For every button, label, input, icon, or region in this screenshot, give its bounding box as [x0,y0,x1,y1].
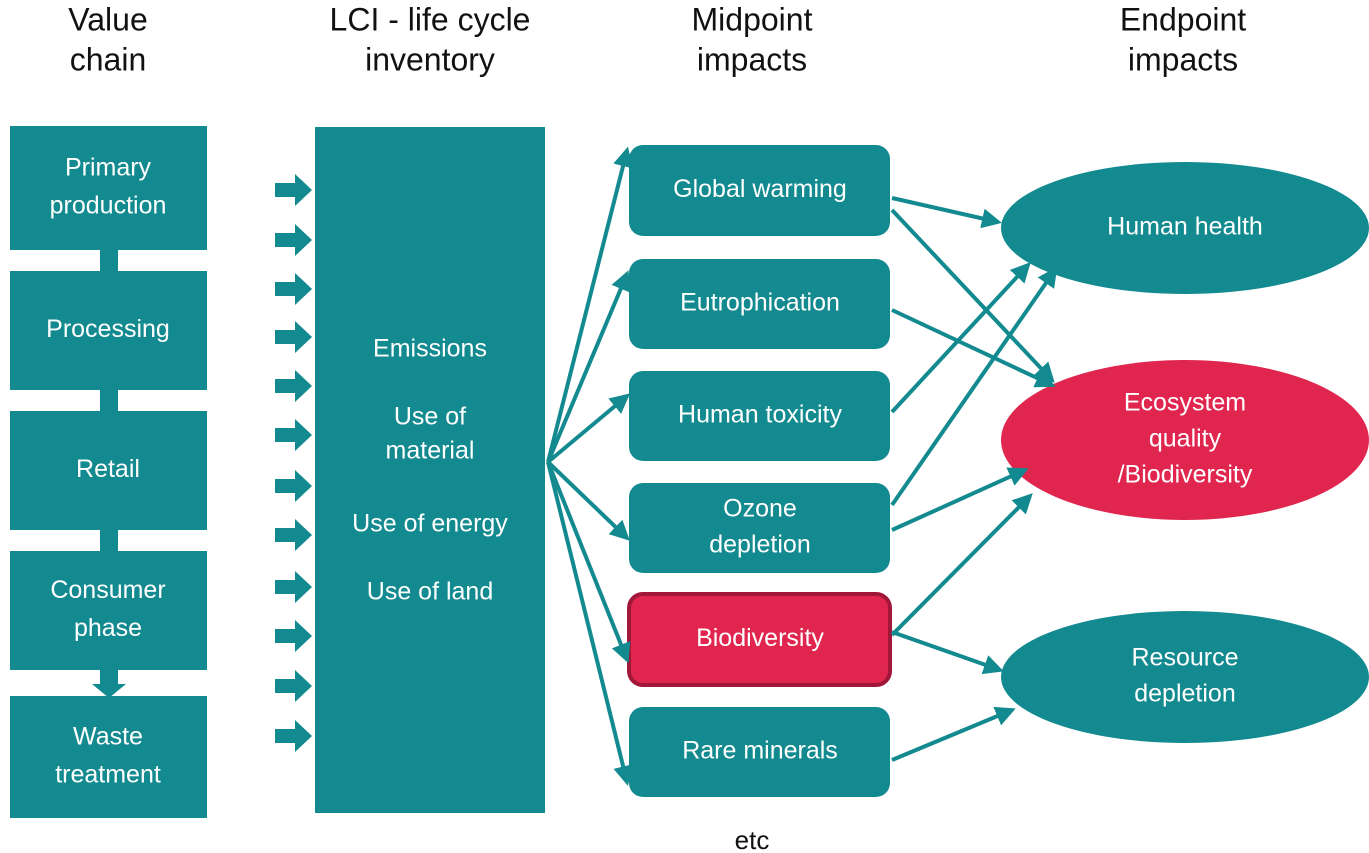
value-chain-box [10,271,207,390]
endpoint-label: Human health [1107,213,1263,241]
connector [100,388,118,414]
lci-arrow [546,270,631,463]
impact-arrow [891,467,1029,532]
value-chain-box [10,126,207,250]
connector [100,248,118,274]
midpoint-box [629,371,890,461]
impact-arrow [891,308,1056,388]
impact-arrow [890,262,1031,414]
value-chain-box [10,551,207,670]
endpoint-label: Ecosystem [1124,389,1246,417]
impact-arrow [891,196,1002,229]
input-arrow [275,620,312,652]
input-arrow [275,419,312,451]
lci-arrow [546,461,633,786]
input-arrow [275,224,312,256]
input-arrow [275,470,312,502]
input-arrow [275,174,312,206]
midpoint-label: Rare minerals [682,737,838,765]
input-arrow [275,720,312,752]
midpoint-box [627,592,892,687]
midpoint-label: Eutrophication [680,289,840,317]
input-arrow [275,670,312,702]
lci-label: Emissions [373,335,487,363]
endpoint-ellipse [1001,611,1369,743]
value-chain-label: production [50,192,167,220]
midpoint-label: Global warming [673,175,847,203]
lci-arrow [546,460,630,541]
column-header: Endpoint [1120,1,1246,37]
column-header: impacts [697,41,807,77]
midpoint-box [629,707,890,797]
value-chain-label: Consumer [50,576,165,604]
layout [92,127,545,813]
impact-arrow [890,493,1033,637]
lci-label: Use of energy [352,510,508,538]
midpoint-label: Biodiversity [696,624,824,652]
lci-arrow [546,461,631,664]
value-chain-label: Retail [76,455,140,483]
endpoint-ellipse [1001,360,1369,520]
midpoint-box [629,259,890,349]
lci-label: Use of land [367,578,493,606]
input-arrow [275,370,312,402]
connector [100,528,118,554]
footnote: etc [735,825,770,853]
value-chain-label: Primary [65,154,152,182]
impact-arrow [891,630,1004,675]
column-header: chain [70,41,147,77]
value-chain-label: phase [74,614,142,642]
midpoint-label: depletion [709,531,810,559]
lci-label: Use of [394,403,466,431]
midpoint-box [629,483,890,573]
lci-label: material [386,437,475,465]
endpoint-label: Resource [1132,644,1239,672]
column-header: inventory [365,41,495,77]
endpoint-ellipse [1001,162,1369,294]
column-header: Value [68,1,147,37]
lci-box [315,127,545,813]
value-chain-label: Processing [46,315,170,343]
value-chain-label: Waste [73,723,143,751]
input-arrow [275,273,312,305]
endpoint-label: quality [1149,425,1222,453]
endpoint-label: depletion [1134,680,1235,708]
value-chain-box [10,696,207,818]
column-header: Midpoint [692,1,813,37]
lci-arrow [546,146,633,463]
column-header: impacts [1128,41,1238,77]
input-arrow [275,571,312,603]
impact-arrow [890,208,1055,383]
connector-arrow [92,668,126,698]
midpoint-label: Human toxicity [678,401,842,429]
midpoint-label: Ozone [723,495,797,523]
value-chain-label: treatment [55,761,161,789]
input-arrow [275,321,312,353]
input-arrow [275,519,312,551]
value-chain-box [10,411,207,530]
impact-arrow [890,266,1058,507]
endpoint-label: /Biodiversity [1118,461,1253,489]
lci-arrow [546,393,631,464]
impact-arrow [891,706,1016,762]
midpoint-box [629,145,890,236]
column-header: LCI - life cycle [330,1,531,37]
